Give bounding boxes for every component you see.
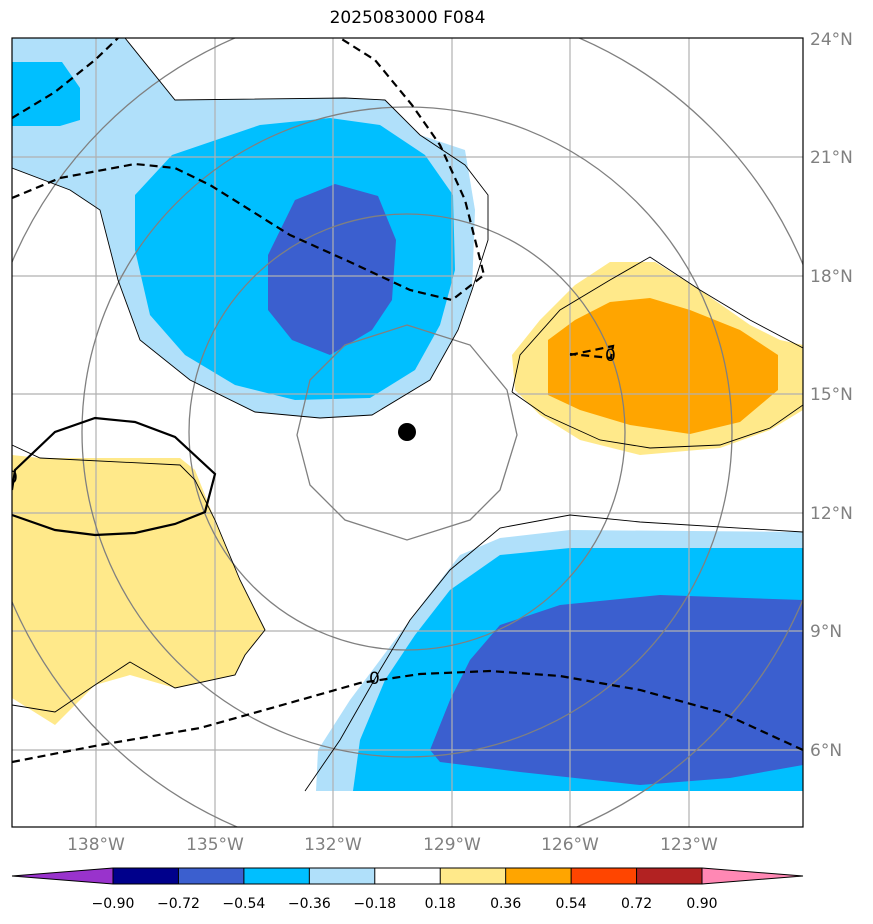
zero-contour-south (12, 669, 803, 764)
lat-label-6n: 6°N (810, 741, 842, 761)
contour-label-west: 0 (7, 468, 18, 488)
storm-center-dot (398, 423, 416, 441)
thin-contours (12, 38, 803, 792)
colorbar-tick-label: −0.54 (222, 896, 265, 912)
lon-label-135w: 135°W (186, 835, 244, 855)
field-blue-nw (268, 184, 396, 355)
contour-label-east: 0 (605, 346, 616, 366)
colorbar-segment (178, 868, 245, 884)
field-orange-east (548, 298, 778, 434)
range-ring-3 (81, 106, 733, 758)
lat-label-18n: 18°N (810, 267, 853, 287)
zero-contour-north (12, 38, 486, 302)
colorbar: −0.90 −0.72 −0.54 −0.36 −0.18 0.18 0.36 0.54 0.7… (11, 867, 804, 912)
range-ring-1 (296, 324, 518, 541)
colorbar-segment (243, 868, 310, 884)
colorbar-segment (571, 868, 638, 884)
colorbar-tick-label: 0.54 (556, 896, 587, 912)
range-rings (12, 38, 803, 827)
map-frame (11, 37, 804, 828)
zero-contour-nw (12, 38, 119, 119)
zero-contours-dashed (12, 38, 803, 764)
lat-label-15n: 15°N (810, 385, 853, 405)
colorbar-segment (636, 868, 703, 884)
lat-labels: 24°N 21°N 18°N 15°N 12°N 9°N 6°N (810, 30, 853, 761)
colorbar-tick-label: 0.72 (621, 896, 652, 912)
colorbar-tick-label: −0.72 (157, 896, 200, 912)
map-title: 2025083000 F084 (329, 8, 486, 28)
colorbar-tick-label: −0.36 (288, 896, 331, 912)
lat-label-24n: 24°N (810, 30, 853, 50)
lon-labels: 138°W 135°W 132°W 129°W 126°W 123°W (67, 835, 718, 855)
colorbar-tick-label: −0.90 (92, 896, 135, 912)
field-yellow-west (12, 455, 265, 725)
lat-label-12n: 12°N (810, 504, 853, 524)
colorbar-tick-label: −0.18 (353, 896, 396, 912)
colorbar-segment (440, 868, 507, 884)
colorbar-segment (505, 868, 572, 884)
lon-label-123w: 123°W (660, 835, 718, 855)
field-cyan-corner (12, 62, 80, 126)
colorbar-tick-label: 0.90 (686, 896, 717, 912)
contour-label-south: 0 (369, 669, 380, 689)
lon-label-132w: 132°W (304, 835, 362, 855)
colorbar-segment (374, 868, 441, 884)
lat-label-9n: 9°N (810, 622, 842, 642)
solid-contour-west (12, 416, 217, 537)
colorbar-extend-low (12, 868, 113, 884)
lon-label-138w: 138°W (67, 835, 125, 855)
colorbar-extend-high (702, 868, 803, 884)
map-area: 0 0 0 (7, 38, 803, 827)
colorbar-segment (113, 868, 179, 884)
lon-label-126w: 126°W (541, 835, 599, 855)
colorbar-tick-label: 0.36 (490, 896, 521, 912)
lon-label-129w: 129°W (423, 835, 481, 855)
colorbar-segment (309, 868, 376, 884)
lat-label-21n: 21°N (810, 148, 853, 168)
range-ring-2 (188, 213, 626, 651)
colorbar-tick-label: 0.18 (425, 896, 456, 912)
